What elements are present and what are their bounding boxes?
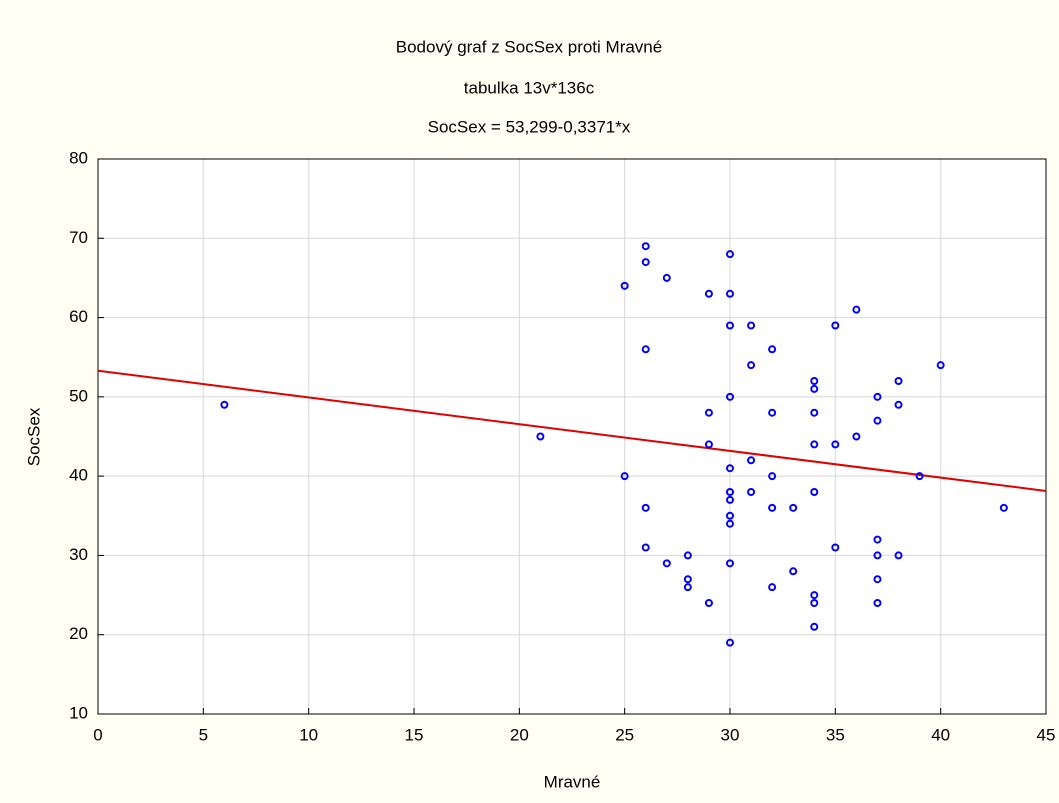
point bbox=[894, 400, 903, 409]
point bbox=[873, 416, 882, 425]
point bbox=[704, 599, 713, 607]
point bbox=[726, 392, 734, 401]
x-tick-label: 25 bbox=[615, 725, 634, 744]
point bbox=[873, 551, 882, 560]
point bbox=[726, 511, 734, 520]
point bbox=[873, 575, 882, 584]
plot-area bbox=[98, 159, 1046, 714]
point bbox=[726, 464, 734, 473]
point bbox=[747, 456, 756, 465]
point bbox=[683, 551, 692, 560]
point bbox=[747, 488, 756, 496]
point bbox=[810, 377, 819, 385]
point bbox=[726, 321, 734, 330]
point bbox=[704, 440, 713, 449]
point bbox=[704, 289, 713, 298]
point bbox=[641, 345, 650, 354]
x-tick-label: 5 bbox=[199, 725, 208, 744]
y-tick-label: 70 bbox=[69, 228, 88, 247]
y-tick-label: 30 bbox=[69, 545, 88, 564]
point bbox=[768, 583, 777, 592]
point bbox=[726, 488, 734, 496]
point bbox=[641, 503, 650, 512]
trend-line bbox=[97, 369, 1047, 492]
y-tick-label: 10 bbox=[69, 703, 88, 722]
point bbox=[873, 599, 882, 607]
x-tick-label: 35 bbox=[826, 725, 845, 744]
point bbox=[894, 551, 903, 560]
point bbox=[852, 432, 861, 441]
point bbox=[894, 377, 903, 385]
point bbox=[641, 543, 650, 552]
point bbox=[789, 567, 798, 576]
x-tick-label: 10 bbox=[299, 725, 318, 744]
point bbox=[220, 400, 229, 409]
point bbox=[810, 488, 819, 496]
y-tick-label: 50 bbox=[69, 386, 88, 405]
point bbox=[726, 250, 734, 259]
chart-title: Bodový graf z SocSex proti Mravné bbox=[396, 37, 662, 56]
point bbox=[726, 519, 734, 528]
point bbox=[536, 432, 545, 441]
x-tick-label: 40 bbox=[931, 725, 950, 744]
x-tick-label: 30 bbox=[721, 725, 740, 744]
point bbox=[873, 535, 882, 544]
point bbox=[810, 591, 819, 600]
point bbox=[620, 472, 629, 481]
point bbox=[747, 321, 756, 330]
equation: SocSex = 53,299-0,3371*x bbox=[428, 117, 631, 136]
y-tick-label: 40 bbox=[69, 466, 88, 485]
point bbox=[831, 321, 840, 330]
point bbox=[810, 384, 819, 393]
plot-frame bbox=[97, 158, 1047, 715]
point bbox=[915, 472, 924, 481]
point bbox=[831, 543, 840, 552]
x-tick-label: 20 bbox=[510, 725, 529, 744]
point bbox=[747, 361, 756, 370]
x-tick-label: 0 bbox=[93, 725, 102, 744]
point bbox=[662, 273, 671, 282]
point bbox=[726, 638, 734, 647]
point bbox=[852, 305, 861, 314]
point bbox=[641, 242, 650, 251]
x-axis-label: Mravné bbox=[544, 772, 601, 791]
point bbox=[683, 583, 692, 592]
point bbox=[810, 599, 819, 607]
point bbox=[704, 408, 713, 417]
point bbox=[726, 289, 734, 298]
point bbox=[789, 503, 798, 512]
x-tick-label: 45 bbox=[1037, 725, 1056, 744]
point bbox=[726, 559, 734, 568]
y-tick-label: 20 bbox=[69, 624, 88, 643]
point bbox=[999, 503, 1008, 512]
point bbox=[662, 559, 671, 568]
point bbox=[726, 495, 734, 504]
point bbox=[641, 258, 650, 267]
y-tick-label: 80 bbox=[69, 148, 88, 167]
point bbox=[768, 345, 777, 354]
y-tick-label: 60 bbox=[69, 307, 88, 326]
point bbox=[810, 408, 819, 417]
chart-subtitle: tabulka 13v*136c bbox=[464, 78, 595, 97]
x-tick-label: 15 bbox=[405, 725, 424, 744]
point bbox=[768, 503, 777, 512]
point bbox=[810, 440, 819, 449]
y-axis-label: SocSex bbox=[24, 407, 43, 466]
point bbox=[810, 622, 819, 631]
point bbox=[768, 472, 777, 481]
point bbox=[831, 440, 840, 449]
point bbox=[683, 575, 692, 584]
point bbox=[873, 392, 882, 401]
point bbox=[768, 408, 777, 417]
point bbox=[936, 361, 945, 370]
point bbox=[620, 281, 629, 290]
